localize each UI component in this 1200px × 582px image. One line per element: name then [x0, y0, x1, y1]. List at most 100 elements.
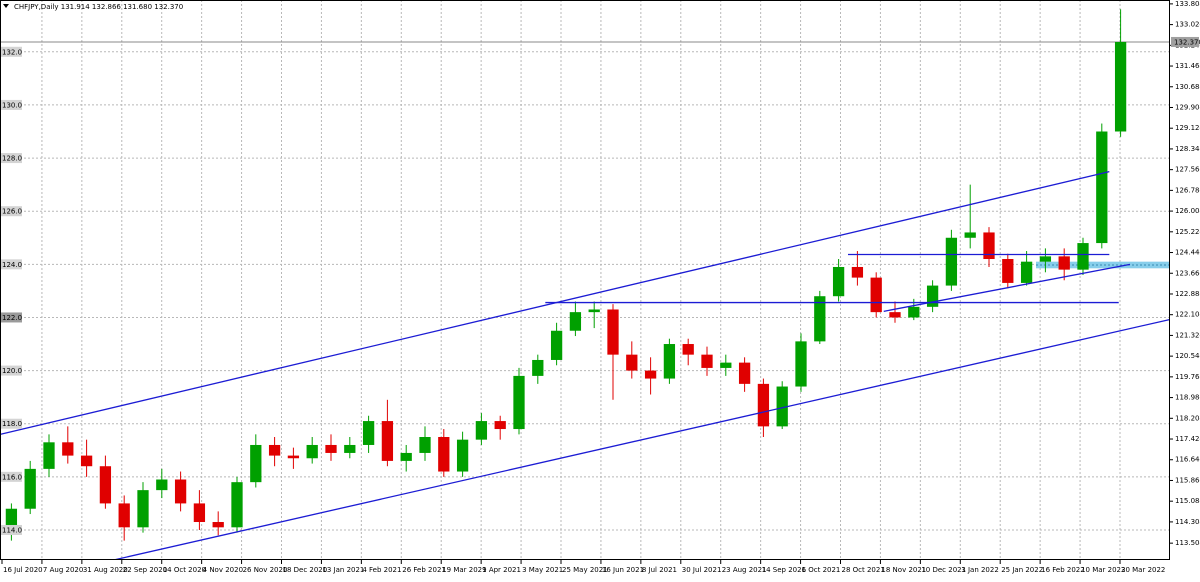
- level-label-bg: [0, 153, 22, 164]
- y-tick-label: 127.564: [1175, 166, 1200, 174]
- candle-body: [644, 370, 657, 379]
- candle-body: [832, 266, 845, 297]
- x-tick-label: 16 Jul 2020: [3, 566, 43, 574]
- candle-body: [156, 479, 168, 491]
- x-tick-label: 8 Jul 2021: [642, 566, 677, 574]
- y-tick-label: 126.004: [1175, 207, 1200, 215]
- level-label: 122.0: [2, 314, 22, 322]
- y-tick-label: 116.644: [1175, 456, 1200, 464]
- candle-body: [1039, 256, 1052, 262]
- y-tick-label: 118.204: [1175, 414, 1200, 422]
- candle-body: [550, 330, 563, 360]
- title-icon: [3, 4, 9, 8]
- x-tick-label: 30 Jul 2021: [682, 566, 722, 574]
- x-tick-label: 23 Aug 2021: [722, 566, 767, 574]
- candle-body: [5, 508, 18, 533]
- level-label: 114.0: [2, 526, 22, 534]
- candle-body: [419, 437, 431, 453]
- last-price-box: [1171, 36, 1199, 47]
- level-label-bg: [0, 206, 22, 217]
- y-tick-label: 129.124: [1175, 124, 1200, 132]
- candle-body: [475, 421, 488, 440]
- candle-body: [193, 503, 206, 523]
- level-label: 126.0: [2, 208, 22, 216]
- y-tick-label: 114.304: [1175, 518, 1200, 526]
- candle-body: [588, 309, 600, 313]
- candle-body: [1058, 256, 1070, 270]
- x-tick-label: 25 May 2021: [562, 566, 608, 574]
- candle-body: [870, 277, 882, 313]
- candle-body: [494, 421, 506, 430]
- y-tick-label: 118.984: [1175, 394, 1200, 402]
- x-tick-label: 9 Apr 2021: [482, 566, 521, 574]
- x-tick-label: 18 Dec 2020: [283, 566, 328, 574]
- y-tick-label: 124.444: [1175, 249, 1200, 257]
- y-tick-label: 130.684: [1175, 83, 1200, 91]
- candle-body: [344, 444, 356, 453]
- y-tick-label: 122.884: [1175, 290, 1200, 298]
- y-tick-label: 115.084: [1175, 497, 1200, 505]
- candle-body: [908, 306, 920, 318]
- candle-body: [362, 421, 375, 445]
- level-label-bg: [0, 259, 22, 270]
- candle-body: [720, 362, 732, 368]
- candle-body: [513, 375, 525, 430]
- candle-body: [80, 455, 93, 467]
- candle-body: [456, 439, 469, 472]
- x-tick-label: 13 Jan 2021: [322, 566, 364, 574]
- candle-body: [926, 285, 939, 307]
- candle-body: [682, 344, 694, 355]
- level-label: 120.0: [2, 367, 22, 375]
- level-label: 116.0: [2, 473, 22, 481]
- y-tick-label: 123.664: [1175, 269, 1200, 277]
- candle-body: [569, 312, 582, 331]
- candle-body: [607, 309, 619, 355]
- level-label-bg: [0, 365, 22, 376]
- candle-body: [212, 522, 224, 528]
- plot-area: [0, 9, 1170, 560]
- x-tick-label: 30 Mar 2022: [1121, 566, 1165, 574]
- y-tick-label: 129.904: [1175, 103, 1200, 111]
- candle-body: [738, 362, 751, 384]
- x-tick-label: 26 Nov 2020: [243, 566, 288, 574]
- candle-body: [118, 503, 130, 528]
- candle-body: [1114, 41, 1127, 132]
- candle-body: [287, 455, 300, 459]
- chart-title: CHFJPY,Daily 131.914 132.866 131.680 132…: [14, 3, 183, 11]
- level-label-bg: [0, 46, 22, 57]
- x-tick-label: 19 Mar 2021: [442, 566, 486, 574]
- last-price-label: 132.370: [1174, 38, 1200, 46]
- candle-body: [174, 479, 187, 504]
- candle-body: [814, 296, 826, 342]
- x-tick-label: 14 Oct 2020: [163, 566, 206, 574]
- candle-body: [231, 482, 243, 528]
- candle-body: [626, 354, 638, 371]
- y-tick-label: 117.424: [1175, 435, 1200, 443]
- x-tick-label: 3 Jan 2022: [961, 566, 999, 574]
- y-tick-label: 115.864: [1175, 476, 1200, 484]
- trend-line: [883, 263, 1131, 312]
- y-tick-label: 133.804: [1175, 0, 1200, 8]
- candle-body: [43, 442, 55, 469]
- level-label: 118.0: [2, 420, 22, 428]
- level-label-bg: [0, 471, 22, 482]
- candle-body: [851, 266, 864, 278]
- y-tick-label: 126.784: [1175, 186, 1200, 194]
- level-label-bg: [0, 312, 22, 323]
- y-tick-label: 125.224: [1175, 228, 1200, 236]
- x-tick-label: 14 Sep 2021: [762, 566, 806, 574]
- candle-body: [1002, 259, 1014, 283]
- x-tick-label: 4 Nov 2020: [203, 566, 243, 574]
- y-tick-label: 121.324: [1175, 331, 1200, 339]
- candle-body: [268, 444, 281, 456]
- candle-body: [381, 421, 394, 461]
- x-tick-label: 25 Jan 2022: [1001, 566, 1043, 574]
- level-label: 124.0: [2, 261, 22, 269]
- candle-body: [757, 383, 770, 427]
- x-tick-label: 31 Aug 2020: [83, 566, 128, 574]
- candle-body: [983, 232, 995, 260]
- plot-frame: [0, 0, 1170, 560]
- x-tick-label: 28 Oct 2021: [842, 566, 885, 574]
- x-tick-label: 16 Feb 2022: [1041, 566, 1085, 574]
- y-tick-label: 128.344: [1175, 145, 1200, 153]
